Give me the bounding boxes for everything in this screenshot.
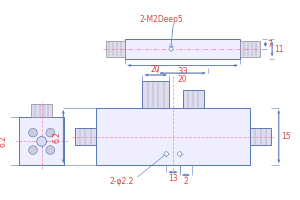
Circle shape: [29, 128, 37, 137]
Bar: [240, 41, 260, 57]
Circle shape: [37, 137, 46, 146]
Bar: [75, 128, 96, 145]
Bar: [106, 41, 125, 57]
Bar: [183, 90, 204, 108]
Bar: [125, 39, 240, 59]
Text: 13: 13: [168, 174, 178, 183]
Bar: [183, 90, 204, 108]
Circle shape: [169, 47, 173, 51]
Text: 6.2: 6.2: [0, 135, 8, 147]
Text: 15: 15: [281, 132, 290, 141]
Text: 6.2: 6.2: [52, 131, 62, 143]
Bar: [142, 81, 169, 108]
Bar: [31, 104, 52, 117]
Circle shape: [46, 146, 55, 154]
Bar: [75, 128, 96, 145]
Circle shape: [46, 128, 55, 137]
Circle shape: [170, 44, 172, 47]
Text: 20: 20: [151, 65, 160, 74]
Circle shape: [164, 152, 168, 156]
Bar: [142, 81, 169, 108]
Text: 33: 33: [177, 67, 188, 76]
Text: 11: 11: [274, 45, 284, 54]
Bar: [96, 108, 250, 165]
Circle shape: [178, 152, 182, 156]
Bar: [250, 128, 271, 145]
Bar: [19, 117, 64, 165]
Text: 20: 20: [178, 75, 188, 84]
Text: 2: 2: [184, 177, 188, 186]
Bar: [250, 128, 271, 145]
Text: 7: 7: [268, 40, 273, 49]
Text: 2-M2Deep5: 2-M2Deep5: [140, 15, 184, 24]
Text: 2-φ2.2: 2-φ2.2: [110, 177, 134, 186]
Circle shape: [29, 146, 37, 154]
